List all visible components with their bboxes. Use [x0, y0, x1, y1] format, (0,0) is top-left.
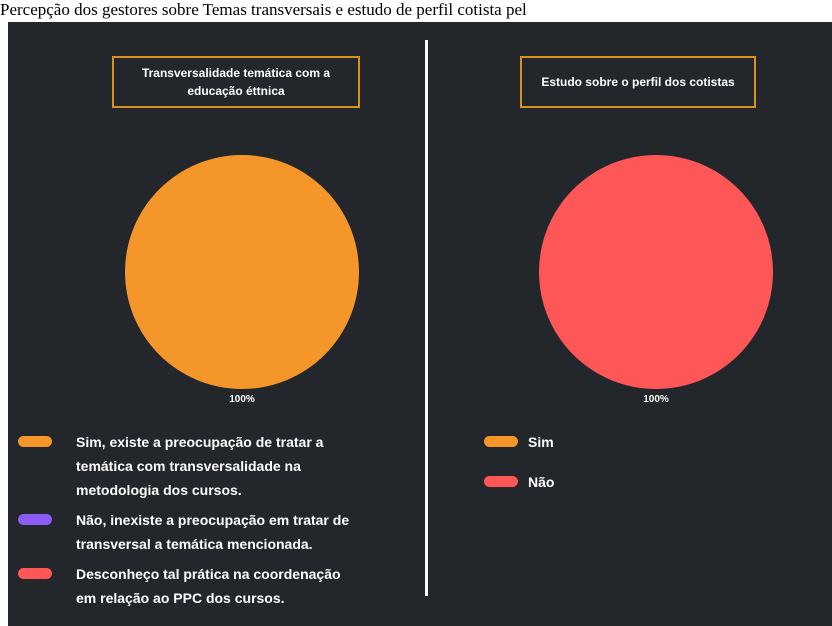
legend-item: Não, inexiste a preocupação em tratar de…	[18, 508, 358, 556]
legend-swatch	[18, 568, 52, 579]
legend-swatch	[484, 436, 518, 447]
value-label: 100%	[643, 394, 669, 405]
chart-title: Estudo sobre o perfil dos cotistas	[520, 56, 756, 108]
page-title: Percepção dos gestores sobre Temas trans…	[0, 0, 527, 19]
legend-swatch	[484, 476, 518, 487]
pie	[539, 155, 773, 389]
divider	[425, 40, 428, 596]
legend-swatch	[18, 514, 52, 525]
chart-title: Transversalidade temática com a educação…	[112, 56, 360, 108]
pie	[125, 155, 359, 389]
panel: Transversalidade temática com a educação…	[8, 22, 832, 626]
pie-slice	[539, 155, 773, 389]
legend: Sim, existe a preocupação de tratar a te…	[18, 430, 358, 616]
legend-item: Não	[484, 470, 784, 494]
legend-label: Desconheço tal prática na coordenação em…	[76, 566, 341, 606]
legend-item: Sim	[484, 430, 784, 454]
pie-slice	[125, 155, 359, 389]
legend-label: Não, inexiste a preocupação em tratar de…	[76, 512, 350, 552]
legend-label: Sim	[528, 434, 554, 450]
legend-label: Sim, existe a preocupação de tratar a te…	[76, 434, 324, 498]
legend: Sim Não	[484, 430, 784, 510]
value-label: 100%	[229, 394, 255, 405]
legend-item: Sim, existe a preocupação de tratar a te…	[18, 430, 358, 502]
legend-swatch	[18, 436, 52, 447]
legend-item: Desconheço tal prática na coordenação em…	[18, 562, 358, 610]
legend-label: Não	[528, 474, 555, 490]
